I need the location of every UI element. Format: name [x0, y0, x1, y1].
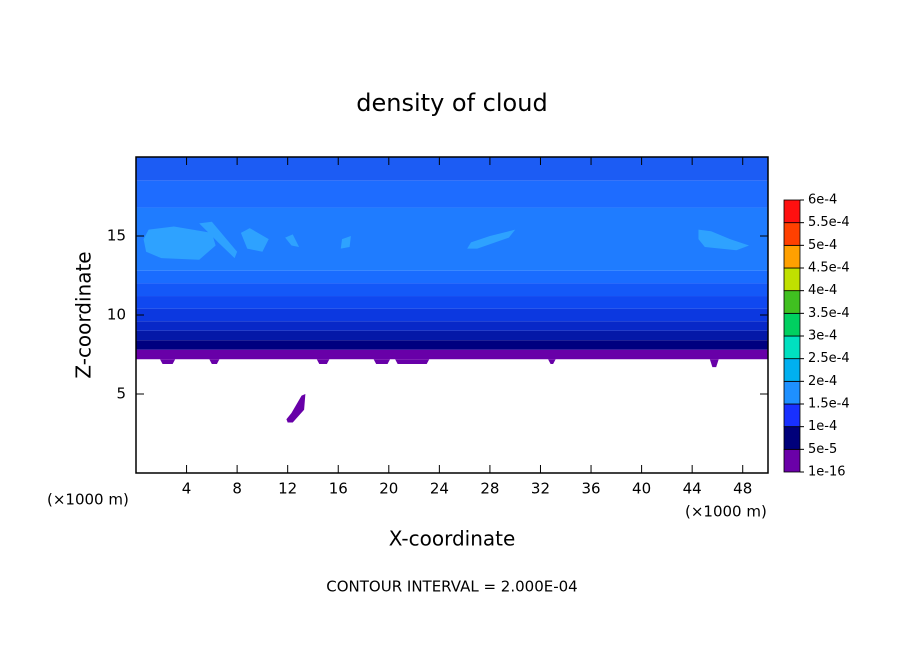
- contour-band: [136, 270, 768, 284]
- x-tick-label: 16: [329, 480, 348, 498]
- colorbar-box: [783, 267, 801, 292]
- colorbar-box: [783, 222, 801, 246]
- x-tick-label: 4: [182, 480, 192, 498]
- contour-patch: [373, 359, 391, 364]
- colorbar-label: 3.5e-4: [808, 306, 850, 321]
- colorbar-label: 1e-16: [808, 465, 846, 480]
- x-tick-label: 28: [480, 480, 499, 498]
- x-tick-label: 44: [683, 480, 702, 498]
- footer: CONTOUR INTERVAL = 2.000E-04: [326, 578, 577, 596]
- contour-band: [136, 207, 768, 271]
- field: [136, 157, 768, 423]
- contour-band: [136, 330, 768, 341]
- x-tick-label: 8: [232, 480, 242, 498]
- contour-patch: [709, 359, 719, 368]
- contour-band: [136, 340, 768, 350]
- contour-patch: [160, 359, 176, 364]
- contour-band: [136, 283, 768, 297]
- contour-patch: [240, 228, 269, 252]
- chart-title: density of cloud: [356, 89, 547, 117]
- x-unit: (×1000 m): [685, 503, 767, 521]
- x-tick-label: 20: [379, 480, 398, 498]
- y-tick-label: 15: [107, 227, 126, 245]
- colorbar-label: 1.5e-4: [808, 397, 850, 412]
- contour-patch: [143, 226, 216, 260]
- x-tick-label: 48: [733, 480, 752, 498]
- colorbar-label: 2.5e-4: [808, 351, 850, 366]
- colorbar-box: [783, 380, 801, 405]
- contour-patch: [467, 229, 516, 249]
- colorbar-label: 3e-4: [808, 329, 837, 344]
- contour-patch: [316, 359, 330, 364]
- colorbar-box: [783, 403, 801, 428]
- colorbar-label: 6e-4: [808, 193, 837, 208]
- contour-band: [136, 349, 768, 360]
- colorbar-label: 5e-5: [808, 442, 837, 457]
- colorbar-label: 5e-4: [808, 238, 837, 253]
- contour-band: [136, 157, 768, 181]
- colorbar-box: [783, 335, 801, 360]
- colorbar-box: [783, 290, 801, 314]
- colorbar-label: 1e-4: [808, 419, 837, 434]
- x-tick-label: 40: [632, 480, 651, 498]
- contour-patch: [199, 221, 238, 259]
- contour-patch: [698, 229, 750, 251]
- contour-patch: [209, 359, 220, 364]
- x-tick-label: 12: [278, 480, 297, 498]
- contour-patch: [340, 236, 351, 249]
- y-tick-label: 10: [107, 306, 126, 324]
- contour-patch: [285, 234, 300, 248]
- x-tick-label: 24: [430, 480, 449, 498]
- colorbar-label: 4e-4: [808, 283, 837, 298]
- contour-band: [136, 180, 768, 208]
- x-axis-label: X-coordinate: [389, 527, 516, 551]
- colorbar-label: 2e-4: [808, 374, 837, 389]
- contour-band: [136, 308, 768, 322]
- x-unit: (×1000 m): [47, 491, 129, 509]
- colorbar-box: [783, 312, 801, 337]
- contour-band: [136, 296, 768, 309]
- colorbar-box: [783, 244, 801, 269]
- colorbar-box: [783, 448, 801, 473]
- colorbar-box: [783, 426, 801, 450]
- colorbar-label: 5.5e-4: [808, 215, 850, 230]
- y-tick-label: 5: [116, 385, 126, 403]
- y-axis-label: Z-coordinate: [72, 251, 96, 378]
- colorbar-box: [783, 358, 801, 382]
- contour-band: [136, 321, 768, 331]
- contour-patch: [548, 359, 556, 364]
- colorbar-label: 4.5e-4: [808, 261, 850, 276]
- x-tick-label: 32: [531, 480, 550, 498]
- colorbar-box: [783, 199, 801, 224]
- x-tick-label: 36: [581, 480, 600, 498]
- contour-patch: [286, 394, 306, 423]
- contour-patch: [395, 359, 430, 364]
